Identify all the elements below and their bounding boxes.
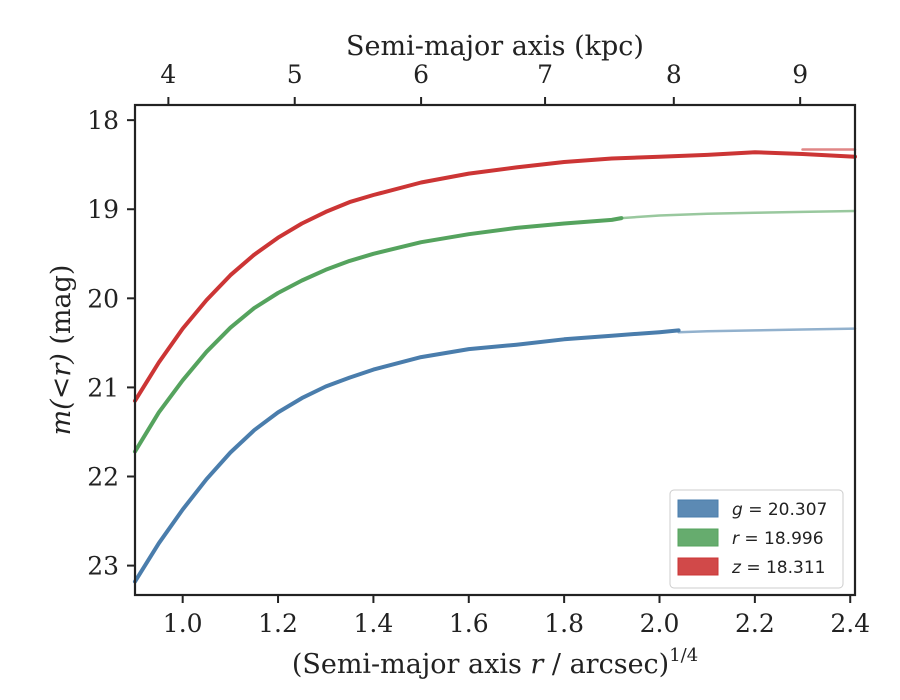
ticks-layer: 1.0 1.2 1.4 1.6 1.8 2.0 2.2 2.4 18 19 20 21 22 23 4 5 6 7… bbox=[87, 60, 870, 638]
x-axis-title-suffix: / arcsec) bbox=[543, 649, 669, 680]
series-layer bbox=[133, 148, 857, 584]
y-tick-label: 18 bbox=[87, 106, 119, 135]
x-tick-label: 2.0 bbox=[640, 609, 680, 638]
x-tick-label: 2.4 bbox=[830, 609, 870, 638]
legend: g = 20.307 r = 18.996 z = 18.311 bbox=[669, 489, 844, 589]
series-r-line bbox=[133, 216, 624, 454]
legend-swatch-g bbox=[677, 499, 719, 518]
x-axis-title-prefix: (Semi-major axis bbox=[292, 649, 531, 680]
top-tick-label: 8 bbox=[666, 60, 682, 89]
legend-label-z: z = 18.311 bbox=[731, 558, 825, 578]
x-tick-label: 1.6 bbox=[449, 609, 489, 638]
y-tick-label: 23 bbox=[87, 552, 119, 581]
series-z-line bbox=[133, 150, 857, 403]
x-axis-title: (Semi-major axis r / arcsec)1/4 bbox=[292, 645, 698, 680]
legend-label-g: g = 20.307 bbox=[732, 500, 827, 520]
legend-swatch-z bbox=[677, 557, 719, 576]
y-tick-label: 19 bbox=[87, 195, 119, 224]
top-tick-label: 7 bbox=[537, 60, 553, 89]
series-g-extrapolation bbox=[677, 327, 857, 334]
y-axis-title: m(<r) (mag) bbox=[46, 265, 77, 436]
y-axis-title-unit: (mag) bbox=[46, 265, 77, 354]
x-tick-label: 1.4 bbox=[354, 609, 394, 638]
series-g-line bbox=[133, 328, 681, 584]
x-axis-title-exp: 1/4 bbox=[669, 645, 698, 666]
x-axis-title-var: r bbox=[530, 649, 545, 680]
top-tick-label: 4 bbox=[160, 60, 176, 89]
x-tick-label: 1.8 bbox=[544, 609, 584, 638]
y-tick-label: 20 bbox=[87, 284, 119, 313]
top-tick-label: 5 bbox=[287, 60, 303, 89]
series-r-extrapolation bbox=[620, 209, 857, 220]
x-tick-label: 1.0 bbox=[163, 609, 203, 638]
top-tick-label: 9 bbox=[792, 60, 808, 89]
y-axis-title-var: m(<r) bbox=[46, 353, 77, 435]
y-tick-label: 22 bbox=[87, 463, 119, 492]
x-tick-label: 2.2 bbox=[735, 609, 775, 638]
y-tick-label: 21 bbox=[87, 373, 119, 402]
legend-swatch-r bbox=[677, 528, 719, 547]
top-tick-label: 6 bbox=[413, 60, 429, 89]
plot-frame bbox=[133, 103, 857, 597]
legend-label-r: r = 18.996 bbox=[732, 529, 824, 549]
legend-entries: g = 20.307 r = 18.996 z = 18.311 bbox=[677, 499, 827, 578]
x-tick-label: 1.2 bbox=[258, 609, 298, 638]
top-axis-title: Semi-major axis (kpc) bbox=[346, 31, 644, 62]
